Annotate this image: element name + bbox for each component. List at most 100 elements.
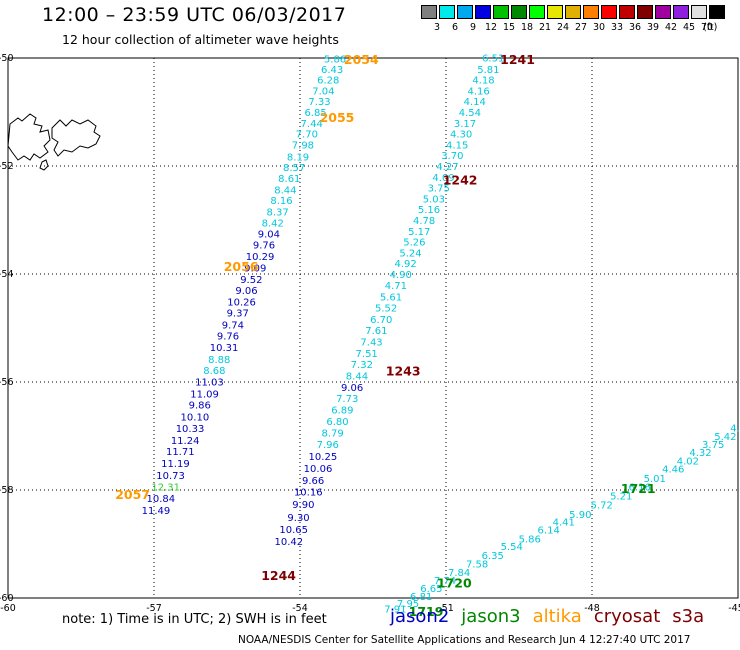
- wave-height-value: 5.86: [324, 55, 346, 66]
- wave-height-value: 5.54: [501, 542, 523, 553]
- scale-swatch: [583, 5, 599, 19]
- wave-height-value: 6.35: [482, 551, 504, 562]
- wave-height-value: 11.03: [195, 378, 224, 389]
- scale-label: 30: [592, 22, 606, 33]
- wave-height-value: 3.75: [428, 184, 450, 195]
- scale-swatch: [421, 5, 437, 19]
- scale-swatch: [619, 5, 635, 19]
- credit-line: NOAA/NESDIS Center for Satellite Applica…: [238, 634, 691, 646]
- wave-height-value: 9.66: [302, 476, 324, 487]
- wave-height-value: 7.43: [360, 338, 382, 349]
- wave-height-value: 8.57: [283, 163, 305, 174]
- pass-numbers: 2054 2055 2056 2057 1241 1242 1243 1244 1721 1720…: [115, 52, 655, 619]
- scale-label: 21: [538, 22, 552, 33]
- pass-number-label: 1241: [500, 52, 535, 67]
- wave-height-value: 9.30: [287, 513, 309, 524]
- scale-label: 70: [700, 22, 714, 33]
- scale-label: 15: [502, 22, 516, 33]
- wave-height-value: 4.09: [432, 173, 454, 184]
- scale-swatch: [709, 5, 725, 19]
- scale-swatch: [457, 5, 473, 19]
- pass-number-label: 1719: [409, 604, 444, 619]
- wave-height-value: 7.51: [356, 349, 378, 360]
- wave-height-value: 4.30: [450, 130, 472, 141]
- scale-label: 24: [556, 22, 570, 33]
- lat-lon-grid: [8, 58, 738, 598]
- legend-altika: altika: [532, 606, 582, 627]
- wave-height-value: 8.61: [278, 174, 300, 185]
- wave-height-value: 7.95: [397, 599, 419, 610]
- wave-height-value: 10.84: [146, 494, 175, 505]
- west-falkland-outline: [7, 113, 51, 161]
- lon-tick-label: -60: [0, 603, 16, 614]
- wave-height-value: 10.25: [309, 452, 338, 463]
- wave-height-value: 7.04: [312, 86, 334, 97]
- lon-tick-label: -48: [584, 603, 600, 614]
- wave-height-value: 5.01: [644, 474, 666, 485]
- pass-number-label: 1720: [437, 575, 472, 590]
- scale-swatch: [655, 5, 671, 19]
- wave-height-value: 4.18: [472, 76, 494, 87]
- scale-swatch: [475, 5, 491, 19]
- wave-height-value: 6.14: [538, 525, 560, 536]
- lat-tick-label: -50: [0, 53, 14, 64]
- scale-swatch: [493, 5, 509, 19]
- legend-cryosat: cryosat: [593, 606, 661, 627]
- scale-label: 33: [610, 22, 624, 33]
- wave-height-value: 8.68: [203, 366, 225, 377]
- wave-height-value: 4.02: [677, 456, 699, 467]
- scale-swatch: [601, 5, 617, 19]
- pass-number-label: 2056: [224, 259, 259, 274]
- scale-label: 39: [646, 22, 660, 33]
- lon-tick-label: -51: [438, 603, 454, 614]
- wave-height-value: 6.89: [331, 406, 353, 417]
- wave-height-value: 4.: [730, 423, 740, 434]
- wave-height-value: 10.16: [294, 488, 323, 499]
- east-falkland-outline: [51, 119, 101, 157]
- wave-height-value: 7.74: [434, 576, 456, 587]
- wave-height-value: 10.10: [181, 413, 210, 424]
- altimeter-tracks: 5.866.436.287.047.336.857.447.707.988.19…: [142, 54, 740, 616]
- footnote: note: 1) Time is in UTC; 2) SWH is in fe…: [62, 612, 327, 627]
- wave-height-value: 7.96: [317, 440, 339, 451]
- scale-label: 45: [682, 22, 696, 33]
- wave-height-value: 10.31: [210, 343, 239, 354]
- wave-height-value: 5.24: [399, 248, 421, 259]
- map-frame: [7, 57, 739, 599]
- wave-height-value: 9.09: [244, 264, 266, 275]
- wave-height-value: 4.32: [689, 448, 711, 459]
- wave-height-value: 10.65: [279, 525, 308, 536]
- pass-number-label: 1721: [621, 481, 656, 496]
- scale-swatch: [439, 5, 455, 19]
- pass-number-label: 2054: [344, 52, 379, 67]
- lon-tick-label: -57: [146, 603, 162, 614]
- wave-height-value: 7.32: [351, 360, 373, 371]
- scale-swatch: [529, 5, 545, 19]
- lat-tick-label: -60: [0, 593, 14, 604]
- wave-height-value: 6.80: [326, 417, 348, 428]
- legend-s3a: s3a: [672, 606, 705, 627]
- scale-swatch: [547, 5, 563, 19]
- wave-height-value: 8.16: [270, 196, 292, 207]
- pass-number-label: 1243: [386, 364, 421, 379]
- wave-height-value: 8.79: [321, 428, 343, 439]
- wave-height-value: 10.42: [274, 537, 303, 548]
- wave-height-value: 5.03: [423, 194, 445, 205]
- wave-height-value: 11.19: [161, 459, 190, 470]
- wave-height-value: 8.44: [274, 185, 296, 196]
- track-2: 6.515.814.184.164.144.543.174.304.153.70…: [274, 54, 504, 548]
- wave-height-value: 7.98: [292, 140, 314, 151]
- wave-height-value: 9.06: [235, 286, 257, 297]
- wave-height-value: 8.37: [266, 207, 288, 218]
- wave-height-value: 10.73: [156, 471, 185, 482]
- wave-height-value: 5.61: [380, 293, 402, 304]
- wave-height-value: 4.90: [390, 270, 412, 281]
- chart-title: 12:00 – 23:59 UTC 06/03/2017: [42, 4, 347, 26]
- wave-height-value: 9.86: [189, 401, 211, 412]
- chart-subtitle: 12 hour collection of altimeter wave hei…: [62, 32, 339, 47]
- wave-height-value: 5.16: [418, 205, 440, 216]
- lon-tick-label: -54: [292, 603, 308, 614]
- lat-tick-label: -52: [0, 161, 14, 172]
- wave-height-value: 4.41: [553, 517, 575, 528]
- wave-height-value: 7.33: [308, 97, 330, 108]
